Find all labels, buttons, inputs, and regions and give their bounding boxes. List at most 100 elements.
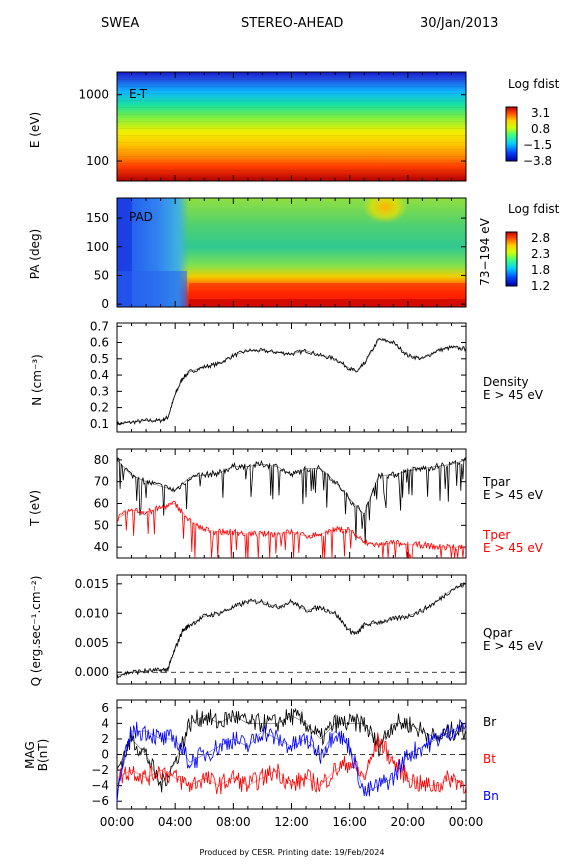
- temperature-y-axis: 40 50 60 70 80: [94, 449, 467, 558]
- temperature-ytick-label: 50: [94, 518, 109, 532]
- density-ytick-label: 0.2: [90, 401, 109, 415]
- qpar-ytick-label: 0.000: [75, 665, 109, 679]
- density-series-name: Density: [483, 375, 529, 389]
- density-ytick-label: 0.1: [90, 417, 109, 431]
- mag-ytick-label: 4: [101, 716, 109, 730]
- pad-y-axis: 0 50 100 150: [86, 198, 467, 311]
- et-y-axis: 100 1000: [78, 72, 467, 181]
- density-ylabel: N (cm⁻³): [30, 354, 44, 406]
- temperature-tper-line: [116, 503, 466, 548]
- temperature-ytick-label: 60: [94, 497, 109, 511]
- et-energy-bin: [117, 79, 466, 80]
- temperature-ytick-label: 70: [94, 475, 109, 489]
- mag-xtick-label: 08:00: [216, 815, 251, 829]
- mag-bn-trace: [116, 718, 467, 803]
- pad-ytick-label: 0: [101, 297, 109, 311]
- et-ylabel: E (eV): [28, 112, 42, 148]
- mag-br-trace: [116, 707, 467, 793]
- mag-bt-trace: [116, 732, 467, 795]
- mag-xtick-label: 16:00: [332, 815, 367, 829]
- tpar-series-energy: E > 45 eV: [483, 488, 544, 502]
- qpar-series-name: Qpar: [483, 626, 512, 640]
- et-energy-bin: [117, 142, 466, 143]
- pad-cb-tick-3: 1.2: [531, 279, 550, 293]
- et-panel: E-T 100 1000 E (eV) Log fdist 3.1 0.8 −1.…: [28, 71, 560, 182]
- temperature-tpar-line: [116, 459, 467, 515]
- qpar-ytick-label: 0.005: [75, 636, 109, 650]
- et-cb-tick-3: −3.8: [523, 154, 552, 168]
- pad-ylabel: PA (deg): [28, 229, 42, 279]
- mag-bt-line: [116, 738, 467, 786]
- mag-ytick-label: 0: [101, 748, 109, 762]
- mag-x-axis: 00:00 04:00 08:00 12:00 16:00 20:00 00:00: [100, 700, 484, 829]
- temperature-panel: 40 50 60 70 80 T (eV) Tpar E > 45 eV Tper E …: [28, 448, 544, 559]
- pad-cb-tick-1: 2.3: [531, 247, 550, 261]
- et-energy-bin: [117, 93, 466, 94]
- temperature-tper-trace: [116, 500, 466, 559]
- bt-series-name: Bt: [483, 752, 496, 766]
- tper-series-name: Tper: [482, 528, 510, 542]
- qpar-ytick-label: 0.015: [75, 577, 109, 591]
- et-energy-bin: [117, 135, 466, 136]
- et-energy-bin: [117, 86, 466, 87]
- mag-xtick-label: 00:00: [100, 815, 135, 829]
- mag-ylabel: MAG: [23, 741, 37, 769]
- et-colorbar-title: Log fdist: [508, 77, 560, 91]
- bn-series-name: Bn: [483, 789, 499, 803]
- temperature-ytick-label: 80: [94, 453, 109, 467]
- mag-br-line: [116, 715, 466, 787]
- et-energy-bin: [117, 149, 466, 150]
- et-cb-tick-1: 0.8: [531, 122, 550, 136]
- mag-ytick-label: 6: [101, 701, 109, 715]
- qpar-ytick-label: 0.010: [75, 606, 109, 620]
- mag-xtick-label: 20:00: [391, 815, 426, 829]
- pad-energy-range: 73−194 eV: [478, 217, 492, 285]
- qpar-ylabel: Q (erg.sec⁻¹.cm⁻²): [29, 576, 43, 687]
- mag-panel: −6−4 −20 2 46 00:00 04:00 08:00 12:00 16:00 20:0…: [23, 699, 499, 829]
- density-panel: 0.1 0.2 0.3 0.4 0.5 0.6 0.7 N (cm⁻³) Density E…: [30, 319, 544, 433]
- pad-cb-tick-0: 2.8: [531, 231, 550, 245]
- et-energy-bin: [117, 121, 466, 122]
- density-ytick-label: 0.4: [90, 368, 109, 382]
- mag-ytick-label: 2: [101, 732, 109, 746]
- et-energy-bin: [117, 114, 466, 115]
- et-energy-bin: [117, 128, 466, 129]
- pad-ytick-label: 150: [86, 211, 109, 225]
- et-energy-bin: [117, 107, 466, 108]
- et-energy-bin: [117, 100, 466, 101]
- mag-ytick-label: −4: [91, 779, 109, 793]
- et-inner-label: E-T: [129, 87, 148, 101]
- spacecraft-label: STEREO-AHEAD: [241, 16, 343, 31]
- qpar-qpar-line: [116, 583, 467, 676]
- density-ytick-label: 0.5: [90, 352, 109, 366]
- et-energy-bin: [117, 156, 466, 157]
- density-ytick-label: 0.7: [90, 319, 109, 333]
- mag-y-axis: −6−4 −20 2 46: [91, 701, 466, 808]
- mag-ytick-label: −2: [91, 763, 109, 777]
- qpar-series-energy: E > 45 eV: [483, 639, 544, 653]
- et-energy-bin: [117, 163, 466, 164]
- et-colorbar: [505, 106, 518, 162]
- pad-ytick-label: 100: [86, 240, 109, 254]
- et-spectrogram: [117, 72, 466, 181]
- mag-ytick-label: −6: [91, 794, 109, 808]
- density-y-axis: 0.1 0.2 0.3 0.4 0.5 0.6 0.7: [90, 319, 467, 432]
- mag-ylabel-units: B(nT): [36, 739, 50, 772]
- density-density-line: [116, 338, 467, 425]
- et-cb-tick-2: −1.5: [523, 138, 552, 152]
- pad-inner-label: PAD: [129, 210, 153, 224]
- pad-cb-tick-2: 1.8: [531, 263, 550, 277]
- pad-ytick-label: 50: [94, 268, 109, 282]
- tper-series-energy: E > 45 eV: [483, 541, 544, 555]
- et-cb-tick-0: 3.1: [531, 106, 550, 120]
- footer-credit: Produced by CESR. Printing date: 19/Feb/…: [200, 848, 385, 857]
- temperature-ylabel: T (eV): [28, 490, 42, 527]
- density-series-energy: E > 45 eV: [483, 388, 544, 402]
- et-ytick-label: 1000: [78, 88, 109, 102]
- mag-xtick-label: 00:00: [449, 815, 484, 829]
- mag-xtick-label: 12:00: [274, 815, 309, 829]
- pad-panel: PAD 0 50 100 150 PA (deg) 73−194 eV Log fdi…: [28, 197, 560, 311]
- date-label: 30/Jan/2013: [420, 16, 498, 31]
